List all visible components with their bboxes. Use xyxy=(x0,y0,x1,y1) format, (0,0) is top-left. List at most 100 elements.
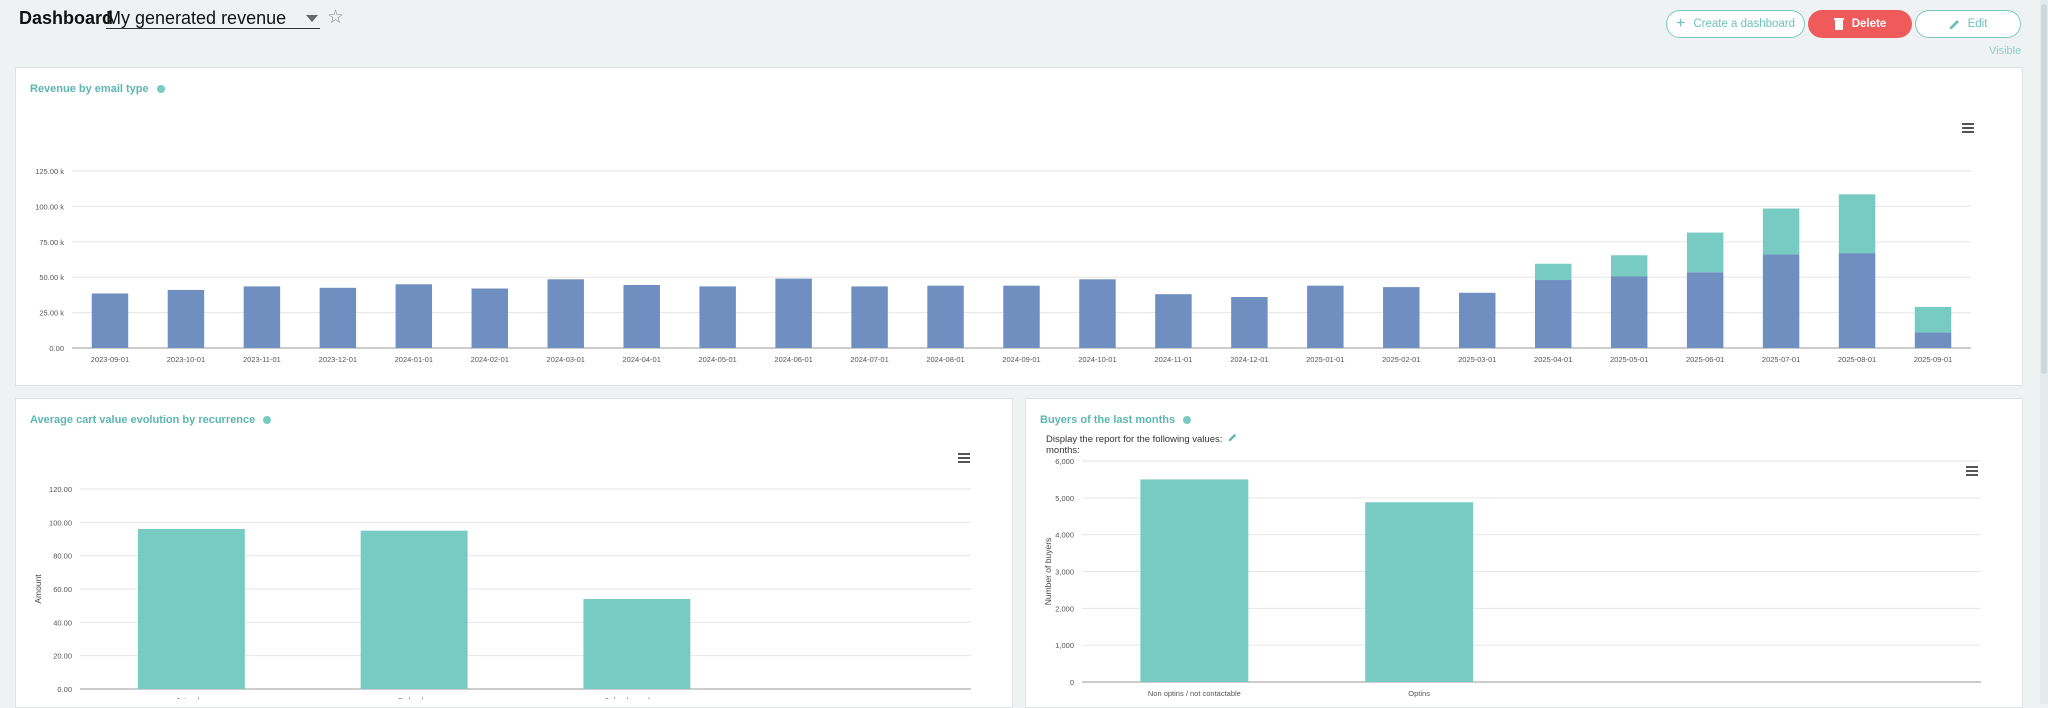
bar xyxy=(1534,263,1572,281)
bar xyxy=(1610,276,1648,348)
delete-label: Delete xyxy=(1851,18,1887,30)
bar xyxy=(1686,232,1724,273)
bar xyxy=(1383,287,1420,348)
x-tick-label: 2024-04-01 xyxy=(623,355,661,364)
bar xyxy=(1534,280,1572,348)
y-tick-label: 50.00 k xyxy=(39,273,64,282)
bar xyxy=(137,529,245,689)
bar xyxy=(1914,306,1952,333)
x-tick-label: 2023-12-01 xyxy=(319,355,357,364)
create-dashboard-button[interactable]: + Create a dashboard xyxy=(1666,10,1805,38)
buyers-card: Buyers of the last months Display the re… xyxy=(1025,398,2023,708)
x-tick-label: Optins xyxy=(1408,689,1430,698)
chart-menu-icon[interactable] xyxy=(1962,123,1974,135)
bar xyxy=(927,285,964,348)
y-tick-label: 100.00 xyxy=(49,518,72,527)
dashboard-header: Dashboard My generated revenue ☆ + Creat… xyxy=(0,0,2048,66)
bar xyxy=(1914,332,1952,348)
x-tick-label: 2025-01-01 xyxy=(1306,355,1344,364)
cart-chart: 0.00 20.00 40.00 60.00 80.00 100.00 120.00 1st … xyxy=(33,485,971,699)
x-tick-label: Non optins / not contactable xyxy=(1148,689,1241,698)
x-tick-label: 2024-12-01 xyxy=(1230,355,1268,364)
y-tick-label: 100.00 k xyxy=(35,202,64,211)
page-scrollbar[interactable] xyxy=(2040,0,2048,704)
x-tick-label: 2024-09-01 xyxy=(1002,355,1040,364)
x-tick-label: 3rd order and more xyxy=(605,696,669,699)
y-tick-label: 6,000 xyxy=(1055,457,1074,466)
create-dashboard-label: Create a dashboard xyxy=(1693,18,1795,30)
y-tick-label: 125.00 k xyxy=(35,167,64,176)
bar xyxy=(167,289,205,348)
bar xyxy=(851,286,888,348)
chevron-down-icon xyxy=(306,15,318,22)
buyers-description-text: Display the report for the following val… xyxy=(1046,434,1223,445)
x-tick-label: 2025-05-01 xyxy=(1610,355,1648,364)
plus-icon: + xyxy=(1676,15,1686,32)
bar xyxy=(1365,502,1474,682)
revenue-card-title: Revenue by email type xyxy=(30,83,165,95)
months-label: months: xyxy=(1046,445,1080,456)
y-tick-label: 0.00 xyxy=(49,344,64,353)
bar xyxy=(1838,253,1876,348)
edit-button[interactable]: Edit xyxy=(1915,10,2021,38)
delete-button[interactable]: Delete xyxy=(1808,10,1912,38)
info-dot-icon[interactable] xyxy=(263,416,272,425)
bar xyxy=(547,279,584,348)
bar xyxy=(583,599,691,689)
x-tick-label: 2024-10-01 xyxy=(1078,355,1116,364)
y-tick-label: 3,000 xyxy=(1055,568,1074,577)
y-tick-label: 120.00 xyxy=(49,485,72,494)
bar xyxy=(1762,254,1800,348)
chart-menu-icon[interactable] xyxy=(958,453,970,465)
bar xyxy=(319,287,357,348)
y-axis-label: Number of buyers xyxy=(1043,538,1053,606)
x-tick-label: 2025-09-01 xyxy=(1914,355,1952,364)
y-tick-label: 75.00 k xyxy=(39,238,64,247)
info-dot-icon[interactable] xyxy=(1183,416,1192,425)
visibility-toggle[interactable]: Visible xyxy=(1989,45,2022,57)
bar xyxy=(1307,285,1344,348)
x-tick-label: 1st order xyxy=(177,696,207,699)
bar xyxy=(1762,208,1800,255)
x-tick-label: 2023-11-01 xyxy=(243,355,281,364)
y-tick-label: 2,000 xyxy=(1055,604,1074,613)
pencil-icon xyxy=(1949,19,1959,29)
y-tick-label: 4,000 xyxy=(1055,531,1074,540)
x-tick-label: 2025-07-01 xyxy=(1762,355,1800,364)
x-tick-label: 2024-11-01 xyxy=(1155,355,1193,364)
bar xyxy=(1079,279,1116,348)
x-tick-label: 2025-04-01 xyxy=(1534,355,1572,364)
y-tick-label: 80.00 xyxy=(53,552,72,561)
page-title: Dashboard xyxy=(19,8,114,28)
x-tick-label: 2024-06-01 xyxy=(774,355,812,364)
revenue-card-title-text: Revenue by email type xyxy=(30,83,149,95)
revenue-card: Revenue by email type 0.00 25.00 k 50.00 k… xyxy=(15,67,2023,386)
pencil-icon[interactable] xyxy=(1228,433,1237,442)
chart-menu-icon[interactable] xyxy=(1966,466,1978,478)
cart-card: Average cart value evolution by recurren… xyxy=(15,398,1013,708)
x-tick-label: 2025-06-01 xyxy=(1686,355,1724,364)
y-tick-label: 0.00 xyxy=(57,685,72,694)
buyers-chart: 0 1,000 2,000 3,000 4,000 5,000 6,000 Non optin… xyxy=(1043,457,1981,698)
dashboard-select[interactable]: My generated revenue xyxy=(106,8,320,29)
bar xyxy=(91,293,129,348)
buyers-description: Display the report for the following val… xyxy=(1046,433,1237,445)
revenue-chart: 0.00 25.00 k 50.00 k 75.00 k 100.00 k 125.00 … xyxy=(35,167,1971,368)
x-tick-label: 2024-08-01 xyxy=(926,355,964,364)
bar xyxy=(395,284,433,348)
bar xyxy=(1838,194,1876,254)
scrollbar-thumb[interactable] xyxy=(2041,4,2047,374)
x-tick-label: 2025-08-01 xyxy=(1838,355,1876,364)
y-tick-label: 25.00 k xyxy=(39,309,64,318)
bar xyxy=(1686,272,1724,348)
star-icon[interactable]: ☆ xyxy=(327,7,345,28)
info-dot-icon[interactable] xyxy=(156,85,165,94)
cart-card-title: Average cart value evolution by recurren… xyxy=(30,414,272,426)
y-tick-label: 5,000 xyxy=(1055,494,1074,503)
bar xyxy=(1459,292,1496,348)
buyers-card-title: Buyers of the last months xyxy=(1040,414,1192,426)
y-tick-label: 60.00 xyxy=(53,585,72,594)
bar xyxy=(699,286,736,348)
x-tick-label: 2024-05-01 xyxy=(698,355,736,364)
y-tick-label: 20.00 xyxy=(53,652,72,661)
